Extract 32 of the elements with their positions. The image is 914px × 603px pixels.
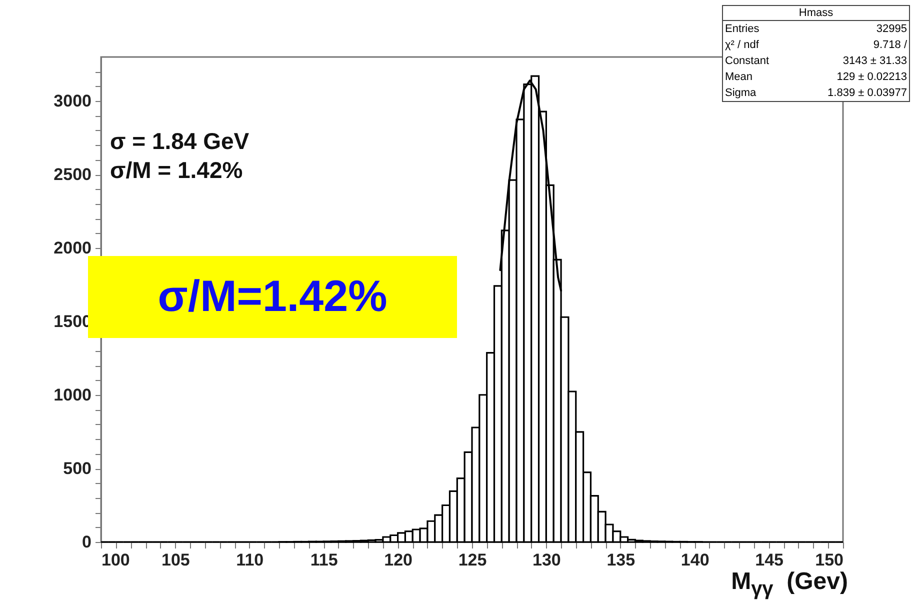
x-tick-label: 125 [458, 550, 487, 570]
x-tick-label: 135 [606, 550, 636, 570]
text: Entries [725, 22, 760, 37]
annotation: 3143 ± 31.33 [842, 54, 907, 69]
x-tick-label: 120 [384, 550, 412, 570]
annotation: σ/M = 1.42% [110, 157, 243, 184]
annotation: 129 ± 0.02213 [836, 70, 907, 85]
x-tick-label: 130 [532, 550, 561, 570]
x-tick-label: 145 [755, 550, 784, 570]
y-tick-label: 2000 [54, 238, 92, 258]
x-tick-label: 110 [236, 550, 264, 570]
y-tick-label: 0 [82, 532, 92, 552]
annotation: σ = 1.84 GeV [110, 128, 250, 155]
y-tick-label: 1000 [54, 386, 92, 405]
x-tick-label: 100 [102, 550, 130, 570]
annotation: Sigma [725, 86, 756, 101]
annotation: Constant [725, 54, 770, 69]
x-tick-label: 140 [680, 550, 710, 570]
text: 9.718 / [873, 38, 907, 53]
text: 32995 [876, 22, 907, 37]
y-tick-label: 2500 [54, 165, 92, 184]
annotation: 1.839 ± 0.03977 [828, 86, 907, 101]
annotation: Mean [725, 70, 753, 85]
x-axis-title: M$_{γγ}$ (Gev) [731, 568, 848, 601]
text: χ² / ndf [725, 38, 759, 53]
x-tick-label: 150 [815, 550, 844, 570]
text: Hmass [723, 6, 909, 21]
x-tick-label: 115 [310, 550, 338, 570]
annotation: σ/M=1.42% [158, 272, 388, 321]
x-tick-label: 105 [162, 550, 190, 570]
y-tick-label: 500 [63, 459, 92, 478]
y-tick-label: 3000 [54, 92, 92, 111]
